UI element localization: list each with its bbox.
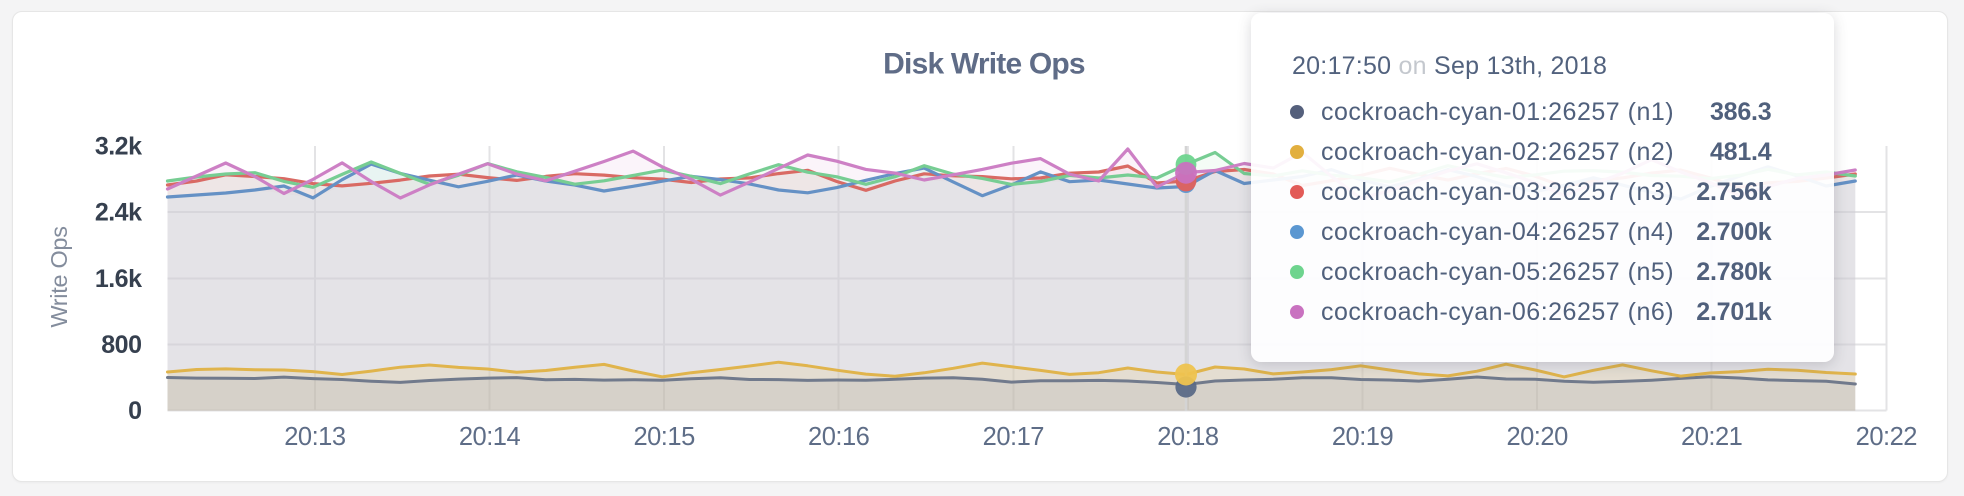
svg-text:800: 800 bbox=[101, 331, 141, 359]
svg-text:20:13: 20:13 bbox=[284, 423, 346, 451]
svg-text:20:19: 20:19 bbox=[1332, 423, 1393, 451]
svg-text:1.6k: 1.6k bbox=[95, 265, 142, 293]
svg-text:20:22: 20:22 bbox=[1856, 423, 1917, 451]
svg-text:20:17: 20:17 bbox=[983, 423, 1044, 451]
svg-text:3.2k: 3.2k bbox=[95, 133, 142, 161]
svg-text:Disk Write Ops: Disk Write Ops bbox=[883, 48, 1085, 81]
svg-text:2.4k: 2.4k bbox=[95, 199, 142, 227]
svg-text:20:21: 20:21 bbox=[1681, 423, 1742, 451]
svg-text:0: 0 bbox=[128, 397, 141, 425]
svg-text:20:16: 20:16 bbox=[808, 423, 870, 451]
svg-text:20:15: 20:15 bbox=[633, 423, 695, 451]
svg-text:20:20: 20:20 bbox=[1506, 423, 1568, 451]
svg-text:Write Ops: Write Ops bbox=[46, 226, 72, 327]
svg-text:20:14: 20:14 bbox=[459, 423, 521, 451]
svg-text:20:18: 20:18 bbox=[1157, 423, 1219, 451]
